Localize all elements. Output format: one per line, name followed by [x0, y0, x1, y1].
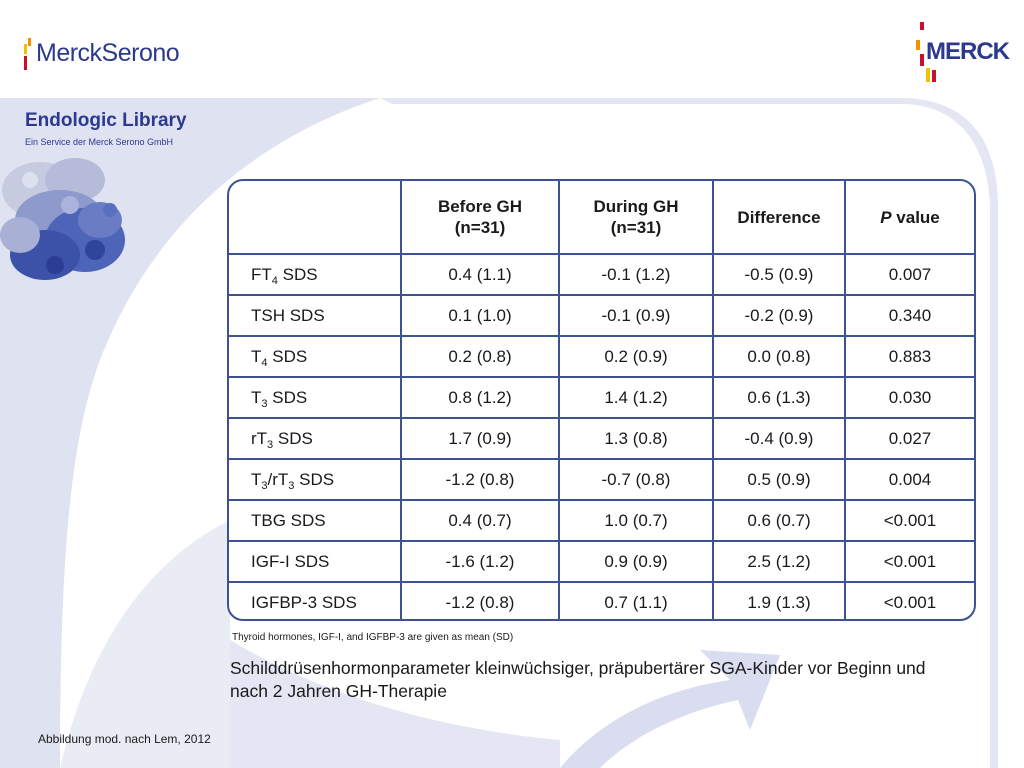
cell-during-gh: -0.7 (0.8) — [558, 458, 714, 501]
cell-difference: 0.0 (0.8) — [712, 335, 846, 378]
cell-p-value: 0.030 — [844, 376, 974, 419]
cell-during-gh: -0.1 (1.2) — [558, 253, 714, 296]
cell-during-gh: 1.4 (1.2) — [558, 376, 714, 419]
cell-difference: -0.4 (0.9) — [712, 417, 846, 460]
cell-p-value: 0.027 — [844, 417, 974, 460]
cell-p-value: 0.004 — [844, 458, 974, 501]
cell-before-gh: 1.7 (0.9) — [400, 417, 560, 460]
cell-during-gh: 1.3 (0.8) — [558, 417, 714, 460]
cell-during-gh: 0.7 (1.1) — [558, 581, 714, 619]
library-title: Endologic Library — [25, 110, 187, 131]
slide-caption: Schilddrüsenhormonparameter kleinwüchsig… — [230, 658, 926, 701]
cell-during-gh: -0.1 (0.9) — [558, 294, 714, 337]
header-p-value: P value — [844, 181, 974, 255]
table-row: T3 SDS 0.8 (1.2) 1.4 (1.2) 0.6 (1.3) 0.030 — [229, 376, 974, 419]
table-row: T3/rT3 SDS -1.2 (0.8) -0.7 (0.8) 0.5 (0.9) 0… — [229, 458, 974, 501]
table-row: TSH SDS 0.1 (1.0) -0.1 (0.9) -0.2 (0.9) 0.34… — [229, 294, 974, 337]
table-row: IGF-I SDS -1.6 (1.2) 0.9 (0.9) 2.5 (1.2) <0.… — [229, 540, 974, 583]
cell-parameter: FT4 SDS — [229, 253, 402, 296]
merck-mark-icon — [920, 22, 924, 30]
table-row: FT4 SDS 0.4 (1.1) -0.1 (1.2) -0.5 (0.9) 0.00… — [229, 253, 974, 296]
table-row: TBG SDS 0.4 (0.7) 1.0 (0.7) 0.6 (0.7) <0.001 — [229, 499, 974, 542]
cell-difference: -0.5 (0.9) — [712, 253, 846, 296]
cell-p-value: 0.007 — [844, 253, 974, 296]
thyroid-parameters-table: Before GH (n=31) During GH (n=31) Differen… — [227, 179, 976, 621]
cell-parameter: TBG SDS — [229, 499, 402, 542]
merck-serono-mark-icon — [24, 38, 32, 76]
cell-parameter: TSH SDS — [229, 294, 402, 337]
cell-difference: 0.6 (0.7) — [712, 499, 846, 542]
cell-p-value: 0.883 — [844, 335, 974, 378]
cell-p-value: 0.340 — [844, 294, 974, 337]
header-parameter — [229, 181, 402, 255]
table-row: IGFBP-3 SDS -1.2 (0.8) 0.7 (1.1) 1.9 (1.3) <… — [229, 581, 974, 619]
protein-illustration — [0, 158, 125, 280]
merck-logo: MERCK — [914, 22, 1010, 82]
cell-difference: 0.5 (0.9) — [712, 458, 846, 501]
cell-difference: 1.9 (1.3) — [712, 581, 846, 619]
header-before-gh: Before GH (n=31) — [400, 181, 560, 255]
cell-parameter: T4 SDS — [229, 335, 402, 378]
cell-before-gh: 0.8 (1.2) — [400, 376, 560, 419]
cell-difference: -0.2 (0.9) — [712, 294, 846, 337]
cell-parameter: rT3 SDS — [229, 417, 402, 460]
table-row: T4 SDS 0.2 (0.8) 0.2 (0.9) 0.0 (0.8) 0.883 — [229, 335, 974, 378]
cell-p-value: <0.001 — [844, 540, 974, 583]
cell-before-gh: 0.4 (1.1) — [400, 253, 560, 296]
table-footnote: Thyroid hormones, IGF-I, and IGFBP-3 are… — [232, 632, 514, 643]
table-row: rT3 SDS 1.7 (0.9) 1.3 (0.8) -0.4 (0.9) 0.027 — [229, 417, 974, 460]
cell-during-gh: 1.0 (0.7) — [558, 499, 714, 542]
table-header-row: Before GH (n=31) During GH (n=31) Differen… — [229, 181, 974, 255]
cell-before-gh: -1.2 (0.8) — [400, 458, 560, 501]
cell-p-value: <0.001 — [844, 499, 974, 542]
cell-before-gh: 0.1 (1.0) — [400, 294, 560, 337]
cell-p-value: <0.001 — [844, 581, 974, 619]
header-difference: Difference — [712, 181, 846, 255]
header-during-gh: During GH (n=31) — [558, 181, 714, 255]
cell-parameter: IGFBP-3 SDS — [229, 581, 402, 619]
cell-during-gh: 0.2 (0.9) — [558, 335, 714, 378]
cell-parameter: T3/rT3 SDS — [229, 458, 402, 501]
cell-difference: 2.5 (1.2) — [712, 540, 846, 583]
cell-before-gh: -1.2 (0.8) — [400, 581, 560, 619]
cell-before-gh: 0.4 (0.7) — [400, 499, 560, 542]
source-citation: Abbildung mod. nach Lem, 2012 — [38, 732, 211, 746]
merck-serono-logo: MerckSerono — [24, 38, 180, 76]
library-subtitle: Ein Service der Merck Serono GmbH — [25, 137, 174, 147]
cell-parameter: T3 SDS — [229, 376, 402, 419]
cell-before-gh: -1.6 (1.2) — [400, 540, 560, 583]
cell-before-gh: 0.2 (0.8) — [400, 335, 560, 378]
cell-during-gh: 0.9 (0.9) — [558, 540, 714, 583]
cell-parameter: IGF-I SDS — [229, 540, 402, 583]
merck-serono-logo-text: MerckSerono — [36, 39, 180, 67]
cell-difference: 0.6 (1.3) — [712, 376, 846, 419]
merck-logo-text: MERCK — [926, 38, 1010, 65]
